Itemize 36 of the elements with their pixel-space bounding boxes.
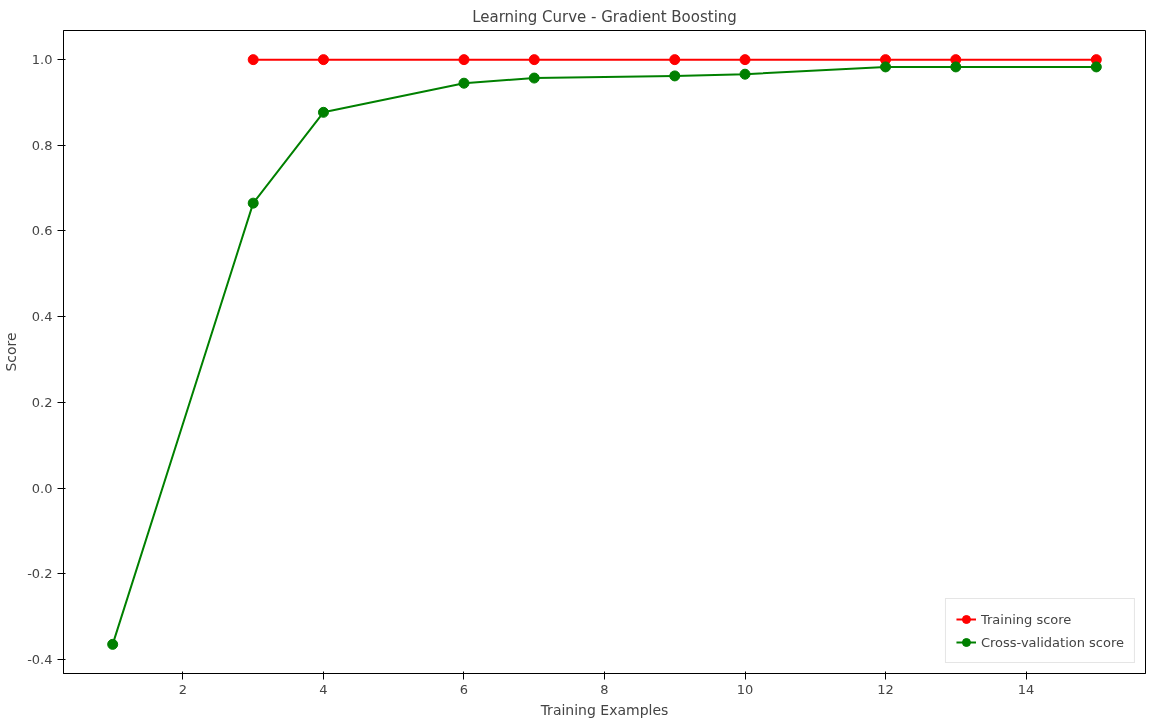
y-tick-label: 1.0: [31, 52, 53, 68]
point: [247, 54, 259, 66]
point: [950, 61, 962, 73]
point: [528, 72, 540, 84]
point: [317, 54, 329, 66]
legend-label: Cross-validation score: [980, 634, 1124, 650]
point: [458, 77, 470, 89]
point: [739, 54, 751, 66]
point: [317, 106, 329, 118]
x-tick-label: 8: [600, 681, 609, 697]
y-tick-label: 0.6: [31, 223, 53, 239]
chart-title: Learning Curve - Gradient Boosting: [472, 7, 737, 26]
x-tick-label: 12: [877, 681, 894, 697]
legend-label: Training score: [980, 611, 1072, 627]
y-tick-label: -0.2: [27, 566, 53, 582]
x-axis-title: Training Examples: [539, 701, 669, 718]
point: [107, 638, 119, 650]
point: [669, 54, 681, 66]
point: [247, 197, 259, 209]
point: [739, 68, 751, 80]
point: [458, 54, 470, 66]
y-tick-label: 0.0: [31, 480, 53, 496]
y-tick-label: 0.4: [31, 309, 53, 325]
x-tick-label: 14: [1017, 681, 1035, 697]
point: [669, 70, 681, 82]
x-tick-label: 4: [319, 681, 328, 697]
y-tick-label: 0.2: [31, 394, 53, 410]
y-axis-title: Score: [3, 332, 20, 372]
point: [528, 54, 540, 66]
x-tick-label: 6: [459, 681, 469, 697]
point: [880, 61, 892, 73]
y-tick-label: 0.8: [31, 137, 53, 153]
y-tick-label: -0.4: [27, 651, 53, 667]
point: [1090, 61, 1102, 73]
x-tick-label: 10: [736, 681, 754, 697]
x-tick-label: 2: [178, 681, 188, 697]
